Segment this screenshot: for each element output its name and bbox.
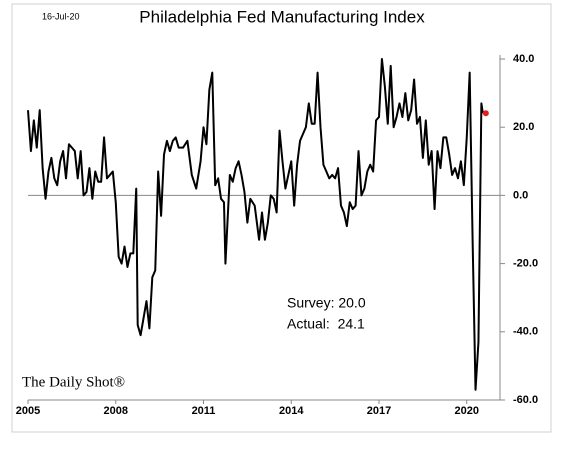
- frame: [11, 3, 552, 433]
- x-tick-label: 2011: [192, 405, 216, 417]
- y-tick-label: 40.0: [513, 53, 534, 65]
- x-tick-label: 2017: [367, 405, 391, 417]
- y-tick-label: 20.0: [513, 121, 534, 133]
- x-tick-label: 2005: [16, 405, 40, 417]
- annotation: Survey: 20.0: [287, 295, 366, 311]
- y-tick-label: -40.0: [513, 326, 538, 338]
- latest-marker: [482, 110, 489, 117]
- y-tick-label: -60.0: [513, 394, 538, 406]
- data-line: [27, 58, 484, 391]
- y-tick-label: -20.0: [513, 258, 538, 270]
- x-tick-label: 2020: [455, 405, 479, 417]
- x-tick-label: 2008: [104, 405, 128, 417]
- source-logo: The Daily Shot®: [22, 374, 125, 390]
- annotation: Actual: 24.1: [287, 316, 365, 332]
- x-tick-label: 2014: [279, 405, 304, 417]
- chart-title: Philadelphia Fed Manufacturing Index: [139, 7, 425, 26]
- y-tick-label: 0.0: [513, 189, 528, 201]
- date-label: 16-Jul-20: [42, 11, 80, 21]
